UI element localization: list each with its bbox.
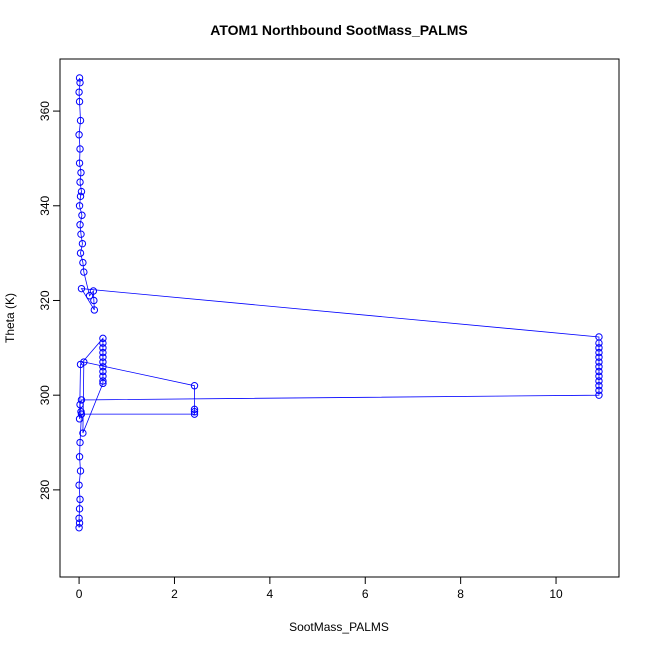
- point: [99, 348, 107, 357]
- point: [75, 415, 84, 423]
- point: [75, 202, 84, 210]
- point: [77, 396, 86, 404]
- point: [595, 382, 603, 390]
- point: [79, 258, 87, 267]
- point: [99, 372, 107, 380]
- x-tick-label: 4: [267, 587, 274, 601]
- point: [76, 145, 84, 153]
- point: [99, 367, 107, 376]
- point: [76, 192, 85, 201]
- plot-frame: [59, 58, 620, 578]
- point: [75, 453, 84, 461]
- x-tick-label: 2: [171, 587, 178, 601]
- point: [595, 358, 603, 366]
- point: [75, 524, 83, 532]
- point: [77, 230, 85, 238]
- point: [75, 88, 83, 96]
- y-axis-label: Theta (K): [3, 293, 17, 343]
- point: [79, 429, 87, 437]
- x-tick-label: 8: [457, 587, 464, 601]
- y-tick-label: 300: [38, 385, 52, 405]
- point: [595, 377, 603, 385]
- point: [89, 287, 98, 295]
- point: [76, 249, 85, 257]
- y-tick-label: 360: [38, 101, 52, 121]
- point: [99, 358, 107, 366]
- point: [190, 408, 199, 416]
- point: [99, 377, 107, 385]
- point: [99, 344, 107, 352]
- point: [190, 405, 199, 414]
- point: [99, 379, 107, 388]
- point: [595, 372, 603, 380]
- point: [77, 410, 86, 418]
- point: [80, 358, 88, 366]
- point: [595, 353, 603, 361]
- point: [75, 505, 84, 513]
- point: [75, 481, 83, 489]
- point: [77, 284, 86, 293]
- point: [90, 306, 99, 314]
- point: [76, 78, 84, 87]
- point: [78, 239, 87, 248]
- point: [190, 410, 199, 418]
- x-tick-label: 6: [362, 587, 369, 601]
- point: [190, 382, 199, 390]
- point: [595, 363, 603, 371]
- point: [99, 363, 107, 371]
- point: [76, 467, 85, 475]
- point: [85, 292, 94, 300]
- point: [78, 211, 86, 219]
- point: [80, 268, 88, 276]
- point: [75, 159, 84, 167]
- point: [77, 187, 86, 196]
- point: [595, 348, 603, 357]
- x-axis-label: SootMass_PALMS: [289, 620, 389, 634]
- point: [75, 74, 84, 82]
- point: [90, 296, 98, 305]
- y-tick-label: 340: [38, 195, 52, 215]
- point: [76, 495, 84, 504]
- y-tick-label: 280: [38, 480, 52, 500]
- x-tick-label: 0: [76, 587, 83, 601]
- point: [76, 178, 84, 186]
- y-tick-label: 320: [38, 290, 52, 310]
- point: [75, 97, 84, 106]
- point: [595, 386, 603, 395]
- point: [99, 339, 107, 347]
- point: [99, 353, 107, 361]
- point: [99, 334, 107, 343]
- x-tick-label: 10: [549, 587, 563, 601]
- chart-title: ATOM1 Northbound SootMass_PALMS: [210, 22, 467, 38]
- point: [75, 514, 83, 522]
- point: [595, 344, 603, 352]
- point: [595, 391, 603, 399]
- point: [75, 131, 83, 139]
- point: [595, 367, 603, 376]
- point: [75, 519, 84, 527]
- point: [76, 221, 84, 229]
- point: [76, 438, 84, 447]
- point: [595, 339, 603, 347]
- point: [76, 400, 84, 409]
- point: [76, 116, 85, 125]
- point: [77, 168, 85, 177]
